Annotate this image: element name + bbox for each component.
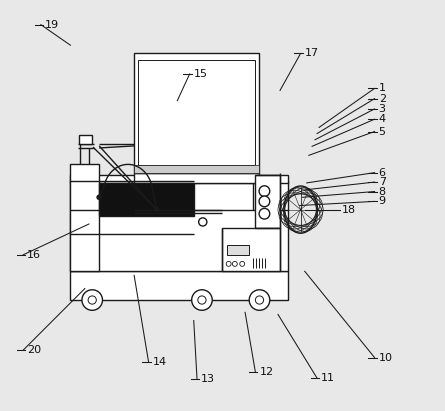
Text: 6: 6 — [379, 168, 386, 178]
Circle shape — [249, 290, 270, 310]
Text: 13: 13 — [201, 374, 215, 384]
Circle shape — [198, 218, 207, 226]
Text: 20: 20 — [27, 345, 41, 355]
Circle shape — [259, 208, 270, 219]
Bar — [134, 173, 259, 183]
Bar — [134, 165, 259, 173]
Text: 14: 14 — [153, 357, 167, 367]
Text: 7: 7 — [379, 177, 386, 187]
Bar — [138, 60, 255, 165]
Bar — [227, 245, 249, 255]
Circle shape — [226, 261, 231, 266]
Text: 19: 19 — [45, 20, 59, 30]
Text: 15: 15 — [194, 69, 208, 79]
Circle shape — [82, 290, 102, 310]
Circle shape — [259, 196, 270, 207]
Bar — [99, 183, 194, 216]
Circle shape — [88, 296, 96, 304]
Bar — [70, 164, 99, 271]
Text: 5: 5 — [379, 127, 386, 136]
Circle shape — [255, 296, 263, 304]
Text: 10: 10 — [379, 353, 392, 363]
Circle shape — [232, 261, 237, 266]
Circle shape — [240, 261, 245, 266]
Circle shape — [198, 296, 206, 304]
Bar — [70, 271, 288, 300]
Text: 2: 2 — [379, 94, 386, 104]
Text: 4: 4 — [379, 114, 386, 124]
Text: 12: 12 — [259, 367, 274, 377]
Bar — [70, 175, 288, 183]
Text: 1: 1 — [379, 83, 386, 93]
Bar — [255, 175, 280, 228]
Bar — [70, 181, 288, 271]
Text: 11: 11 — [321, 373, 335, 383]
Text: 9: 9 — [379, 196, 386, 206]
Bar — [80, 135, 92, 144]
Text: 8: 8 — [379, 187, 386, 196]
Circle shape — [154, 207, 159, 212]
Circle shape — [259, 186, 270, 196]
Circle shape — [192, 290, 212, 310]
Text: 3: 3 — [379, 104, 386, 114]
Text: 18: 18 — [342, 205, 356, 215]
Text: 17: 17 — [305, 48, 319, 58]
Bar — [222, 228, 280, 271]
Text: 16: 16 — [27, 250, 41, 260]
Circle shape — [97, 195, 101, 200]
Bar — [134, 53, 259, 173]
